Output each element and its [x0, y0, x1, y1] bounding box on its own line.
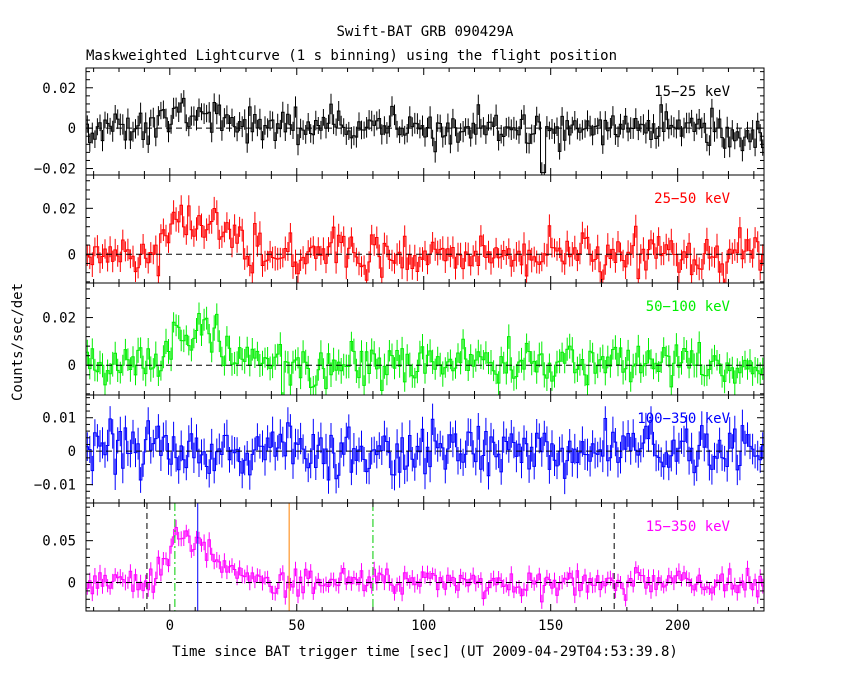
x-tick-label: 0	[166, 618, 174, 634]
series-line	[86, 313, 764, 395]
y-ticks: 00.02	[42, 288, 764, 395]
y-ticks: −0.02 0 0.02	[34, 71, 764, 178]
chart-title: Swift-BAT GRB 090429A	[336, 24, 514, 40]
y-tick-label: 0	[68, 576, 76, 592]
x-tick-label: 150	[538, 618, 563, 634]
series-line	[86, 527, 764, 603]
y-tick-label: 0.02	[42, 201, 76, 217]
y-tick-label: 0	[68, 444, 76, 460]
panel-15-25-kev: −0.02 0 0.02 15−25 keV	[34, 67, 765, 178]
x-ticks	[93, 175, 755, 283]
series-line	[86, 97, 764, 174]
x-tick-label: 200	[665, 618, 690, 634]
y-tick-label: −0.02	[34, 162, 76, 178]
series-group	[86, 195, 764, 283]
series-group	[86, 519, 764, 609]
x-tick-label: 50	[288, 618, 305, 634]
series-line	[86, 204, 764, 283]
x-ticks	[93, 395, 755, 503]
x-axis-label: Time since BAT trigger time [sec] (UT 20…	[172, 644, 678, 660]
y-ticks: 00.05	[42, 506, 764, 609]
y-tick-label: 0.01	[42, 411, 76, 427]
y-tick-label: 0.02	[42, 81, 76, 97]
series-group	[86, 90, 764, 175]
panel-100-350-kev: −0.01 0 0.01 100−350 keV	[34, 394, 765, 504]
band-label: 50−100 keV	[646, 299, 731, 315]
y-tick-label: −0.01	[34, 478, 76, 494]
x-ticks	[93, 68, 755, 175]
y-axis-label: Counts/sec/det	[10, 283, 26, 401]
y-tick-label: 0	[68, 247, 76, 263]
band-label: 100−350 keV	[637, 411, 730, 427]
chart-subtitle: Maskweighted Lightcurve (1 s binning) us…	[86, 48, 617, 64]
x-tick-label: 100	[411, 618, 436, 634]
series-line	[86, 418, 764, 481]
y-tick-label: 0	[68, 358, 76, 374]
x-tick-labels: 0 50 100 150 200	[166, 618, 691, 634]
band-label: 25−50 keV	[654, 191, 730, 207]
y-ticks: −0.01 0 0.01	[34, 397, 764, 499]
y-tick-label: 0.02	[42, 311, 76, 327]
y-tick-label: 0.05	[42, 534, 76, 550]
series-group	[86, 403, 764, 495]
x-ticks	[93, 283, 755, 395]
series-group	[86, 302, 764, 395]
band-label: 15−350 keV	[646, 519, 731, 535]
y-tick-label: 0	[68, 121, 76, 137]
y-ticks: 00.02	[42, 180, 764, 283]
band-label: 15−25 keV	[654, 84, 730, 100]
x-ticks	[93, 503, 755, 611]
